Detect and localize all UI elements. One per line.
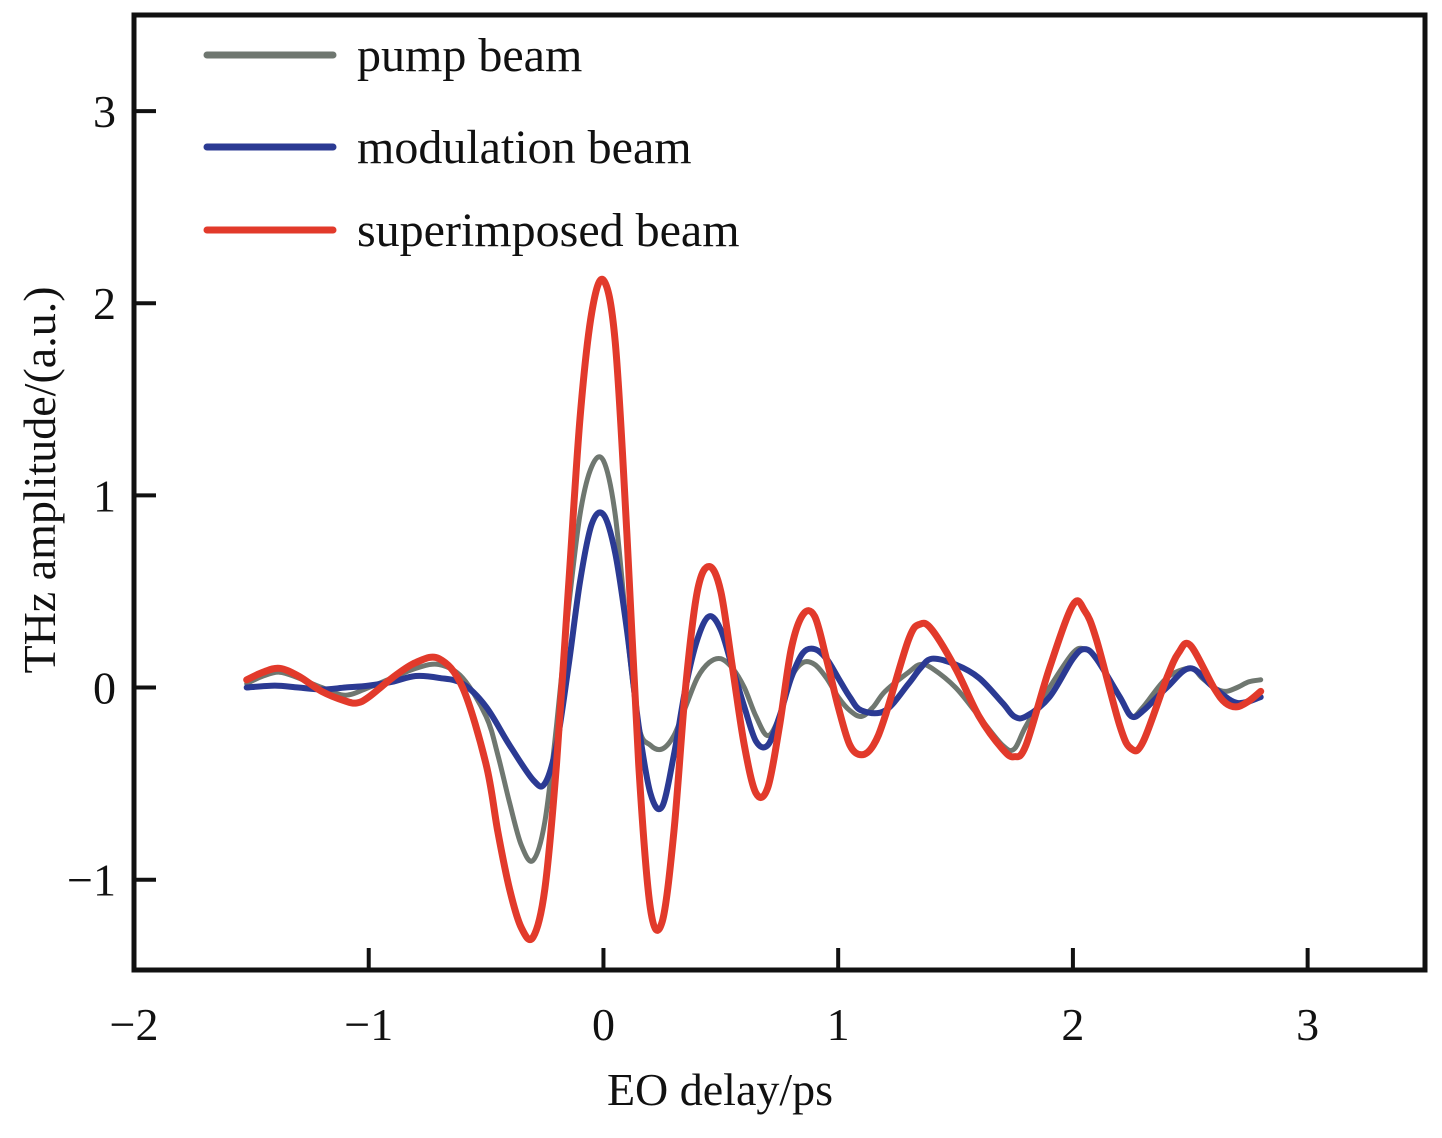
x-tick-label: 0 <box>592 999 615 1050</box>
x-axis-ticks: −2 −1 0 1 2 3 <box>110 948 1319 1050</box>
series-line-pump-beam <box>244 454 1264 864</box>
plot-frame <box>131 12 1428 973</box>
x-tick-label: 1 <box>827 999 850 1050</box>
x-tick-label: 2 <box>1061 999 1084 1050</box>
y-axis-ticks: −1 0 1 2 3 <box>67 86 156 906</box>
legend: pump beam modulation beam superimposed bea… <box>203 29 740 257</box>
x-tick-label: −2 <box>110 999 159 1050</box>
y-tick-label: 2 <box>93 278 116 329</box>
y-tick-label: 1 <box>93 470 116 521</box>
series-lines <box>243 275 1265 944</box>
legend-label-modulation-beam: modulation beam <box>357 121 692 174</box>
legend-label-superimposed-beam: superimposed beam <box>357 204 740 257</box>
y-tick-label: 0 <box>93 663 116 714</box>
x-axis-label: EO delay/ps <box>607 1064 833 1115</box>
series-line-superimposed-beam <box>243 275 1265 944</box>
y-tick-label: −1 <box>67 855 116 906</box>
legend-label-pump-beam: pump beam <box>357 29 582 82</box>
x-tick-label: 3 <box>1296 999 1319 1050</box>
y-axis-label: THz amplitude/(a.u.) <box>14 286 65 673</box>
series-line-modulation-beam <box>243 509 1264 813</box>
x-tick-label: −1 <box>344 999 393 1050</box>
y-tick-label: 3 <box>93 86 116 137</box>
